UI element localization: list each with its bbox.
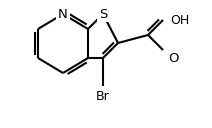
Text: S: S xyxy=(99,8,107,20)
Text: OH: OH xyxy=(170,13,189,26)
Text: N: N xyxy=(58,8,68,20)
Text: O: O xyxy=(168,51,179,65)
Text: Br: Br xyxy=(96,89,110,103)
